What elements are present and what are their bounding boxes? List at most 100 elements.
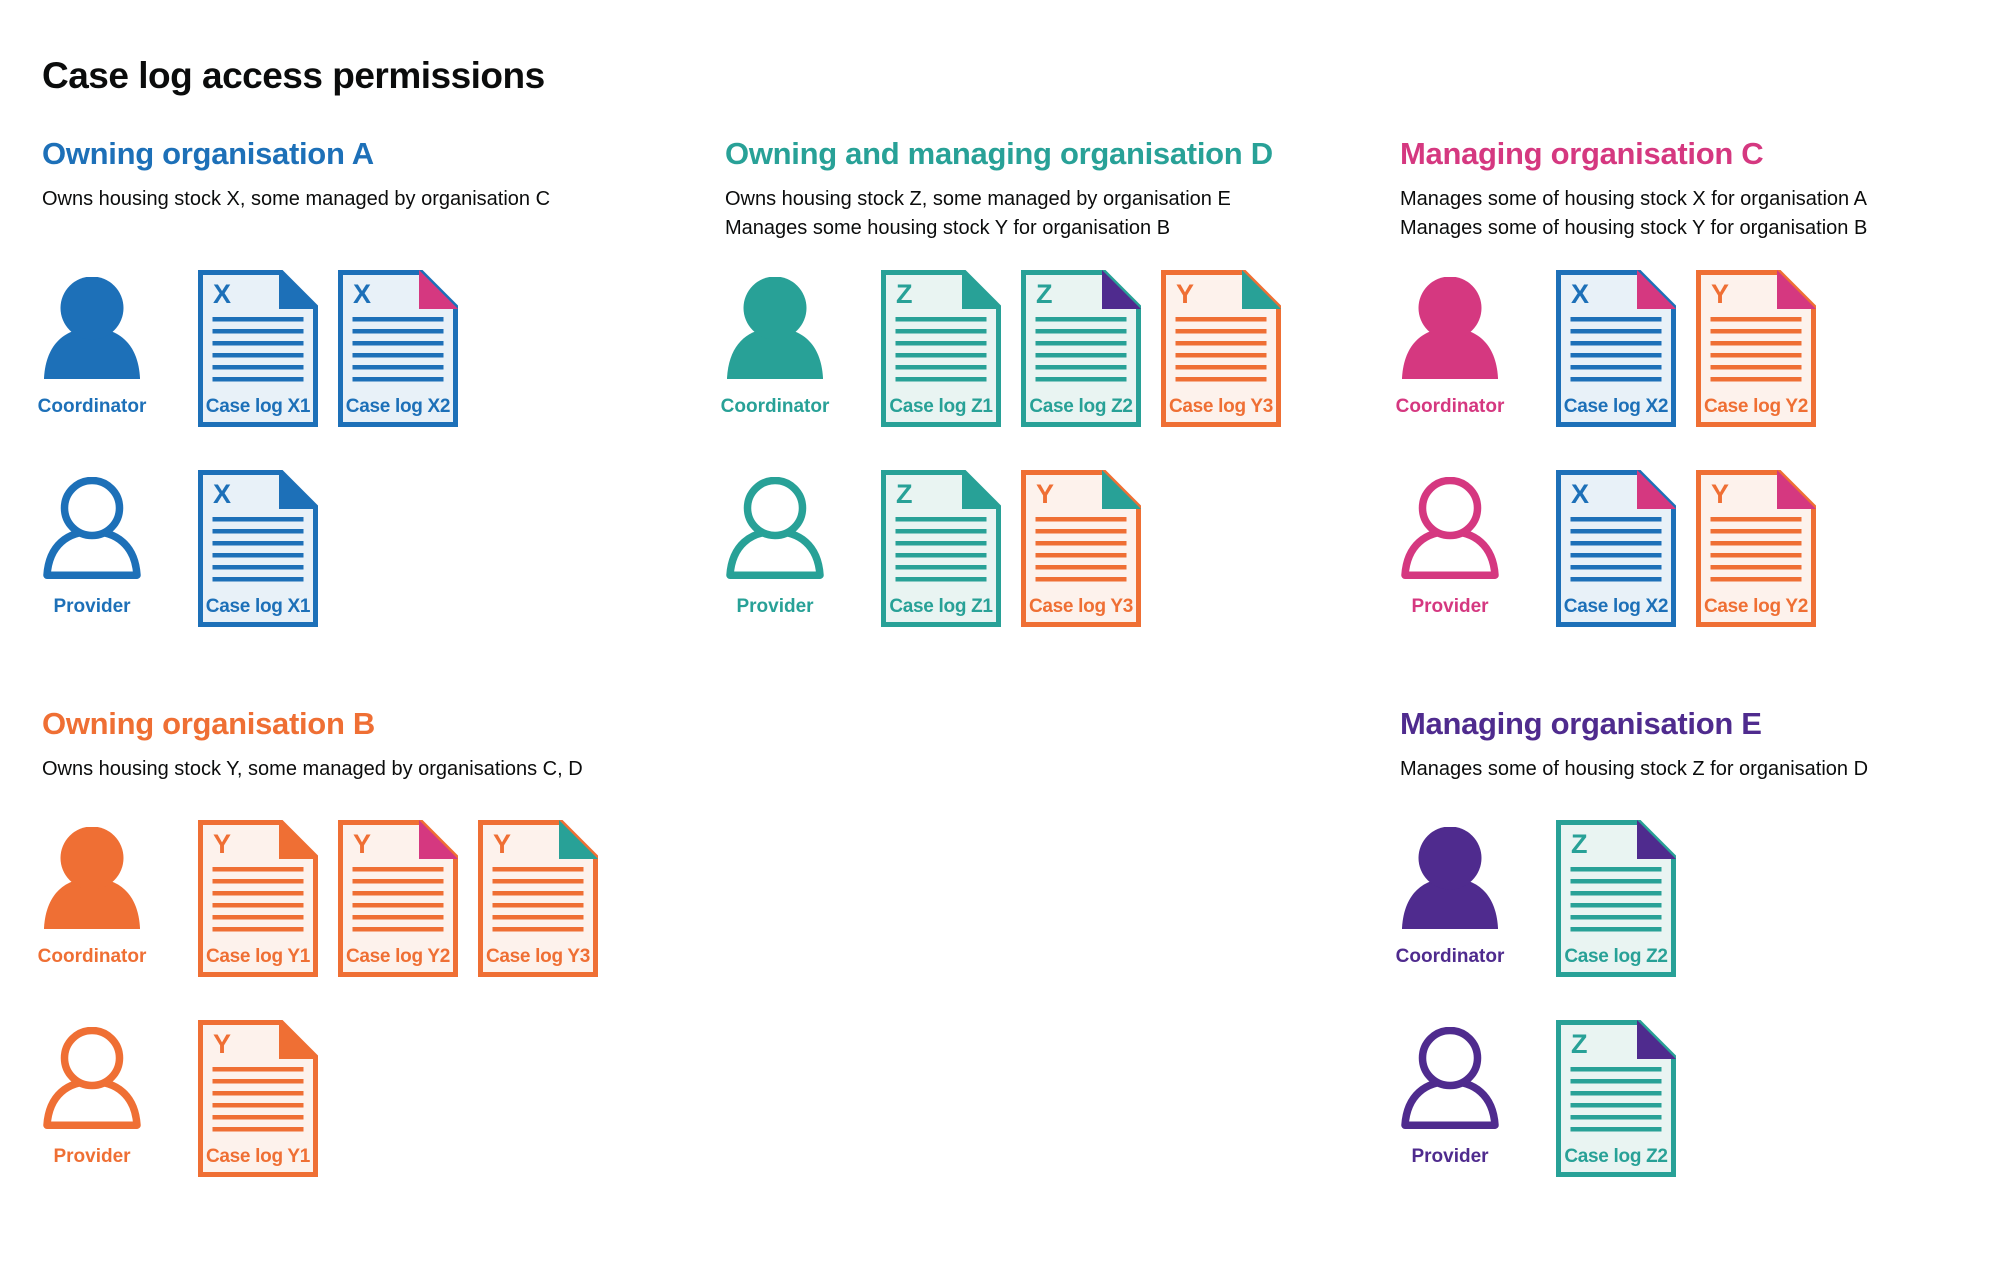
doc-case-log-y3: Y Case log Y3 — [1161, 270, 1281, 427]
provider-figure-A: Provider — [12, 477, 172, 618]
doc-title-label: Case log Y1 — [205, 946, 311, 967]
section-heading-E: Managing organisation E — [1400, 706, 1762, 741]
folded-corner — [279, 820, 318, 859]
doc-case-log-y1: Y Case log Y1 — [198, 1020, 318, 1177]
coordinator-figure-B: Coordinator — [12, 827, 172, 968]
doc-case-log-z1: Z Case log Z1 — [881, 470, 1001, 627]
person-icon — [1402, 277, 1498, 379]
doc-title-label: Case log X2 — [345, 396, 451, 417]
doc-case-log-y3: Y Case log Y3 — [1021, 470, 1141, 627]
folded-corner — [1777, 270, 1816, 309]
doc-case-log-x2: X Case log X2 — [1556, 270, 1676, 427]
doc-title-label: Case log Y3 — [1168, 396, 1274, 417]
coordinator-figure-E: Coordinator — [1370, 827, 1530, 968]
doc-case-log-x2: X Case log X2 — [338, 270, 458, 427]
section-heading-D: Owning and managing organisation D — [725, 136, 1273, 171]
doc-stock-letter: Y — [213, 1029, 232, 1059]
person-icon — [44, 277, 140, 379]
section-description-line: Manages some housing stock Y for organis… — [725, 217, 1171, 239]
person-role-label: Provider — [1411, 1146, 1489, 1167]
doc-stock-letter: Y — [493, 829, 512, 859]
doc-title-label: Case log Z2 — [1564, 946, 1668, 967]
provider-figure-E: Provider — [1370, 1027, 1530, 1168]
doc-title-label: Case log Z2 — [1029, 396, 1133, 417]
person-role-label: Provider — [53, 596, 131, 617]
document-icon — [1161, 270, 1281, 427]
document-icon — [881, 470, 1001, 627]
folded-corner — [1637, 1020, 1676, 1059]
doc-stock-letter: Z — [896, 479, 913, 509]
section-heading-B: Owning organisation B — [42, 706, 375, 741]
coordinator-figure-C: Coordinator — [1370, 277, 1530, 418]
document-icon — [338, 270, 458, 427]
document-icon — [1556, 270, 1676, 427]
doc-title-label: Case log X2 — [1563, 396, 1669, 417]
person-icon — [1401, 477, 1499, 579]
folded-corner — [279, 270, 318, 309]
doc-case-log-y3: Y Case log Y3 — [478, 820, 598, 977]
doc-title-label: Case log Z1 — [889, 596, 993, 617]
person-role-label: Coordinator — [720, 396, 830, 417]
doc-stock-letter: X — [1571, 279, 1590, 309]
section-description-line: Manages some of housing stock X for orga… — [1400, 188, 1867, 210]
doc-case-log-x2: X Case log X2 — [1556, 470, 1676, 627]
person-icon — [726, 477, 824, 579]
document-icon — [1556, 820, 1676, 977]
person-role-label: Coordinator — [1395, 946, 1505, 967]
document-icon — [198, 470, 318, 627]
section-description-line: Owns housing stock X, some managed by or… — [42, 188, 551, 210]
document-icon — [1021, 270, 1141, 427]
person-role-label: Coordinator — [37, 396, 147, 417]
doc-title-label: Case log X2 — [1563, 596, 1669, 617]
document-icon — [1556, 1020, 1676, 1177]
section-description-D: Owns housing stock Z, some managed by or… — [725, 185, 1231, 243]
coordinator-figure-D: Coordinator — [695, 277, 855, 418]
folded-corner — [962, 270, 1001, 309]
person-icon — [44, 827, 140, 929]
doc-stock-letter: Z — [1571, 1029, 1588, 1059]
doc-case-log-y2: Y Case log Y2 — [1696, 470, 1816, 627]
folded-corner — [1637, 820, 1676, 859]
folded-corner — [1637, 270, 1676, 309]
doc-title-label: Case log Y2 — [1703, 396, 1809, 417]
document-icon — [1696, 470, 1816, 627]
folded-corner — [279, 470, 318, 509]
doc-case-log-z1: Z Case log Z1 — [881, 270, 1001, 427]
folded-corner — [1637, 470, 1676, 509]
doc-stock-letter: Y — [353, 829, 372, 859]
section-description-line: Manages some of housing stock Z for orga… — [1400, 758, 1869, 780]
person-role-label: Provider — [53, 1146, 131, 1167]
doc-case-log-z2: Z Case log Z2 — [1556, 1020, 1676, 1177]
document-icon — [198, 820, 318, 977]
doc-case-log-x1: X Case log X1 — [198, 470, 318, 627]
person-role-label: Provider — [1411, 596, 1489, 617]
doc-title-label: Case log Y2 — [1703, 596, 1809, 617]
doc-stock-letter: Z — [1036, 279, 1053, 309]
person-icon — [727, 277, 823, 379]
doc-case-log-y1: Y Case log Y1 — [198, 820, 318, 977]
doc-stock-letter: Z — [1571, 829, 1588, 859]
folded-corner — [962, 470, 1001, 509]
doc-stock-letter: Y — [1711, 279, 1730, 309]
doc-case-log-z2: Z Case log Z2 — [1021, 270, 1141, 427]
document-icon — [198, 1020, 318, 1177]
doc-stock-letter: X — [213, 279, 232, 309]
document-icon — [881, 270, 1001, 427]
doc-title-label: Case log X1 — [205, 396, 311, 417]
doc-case-log-z2: Z Case log Z2 — [1556, 820, 1676, 977]
document-icon — [1556, 470, 1676, 627]
doc-stock-letter: X — [1571, 479, 1590, 509]
section-description-line: Owns housing stock Y, some managed by or… — [42, 758, 583, 780]
doc-case-log-y2: Y Case log Y2 — [338, 820, 458, 977]
person-icon — [43, 1027, 141, 1129]
doc-case-log-x1: X Case log X1 — [198, 270, 318, 427]
document-icon — [338, 820, 458, 977]
provider-figure-B: Provider — [12, 1027, 172, 1168]
section-description-line: Owns housing stock Z, some managed by or… — [725, 188, 1231, 210]
document-icon — [1021, 470, 1141, 627]
person-icon — [43, 477, 141, 579]
section-heading-A: Owning organisation A — [42, 136, 374, 171]
folded-corner — [1777, 470, 1816, 509]
document-icon — [1696, 270, 1816, 427]
